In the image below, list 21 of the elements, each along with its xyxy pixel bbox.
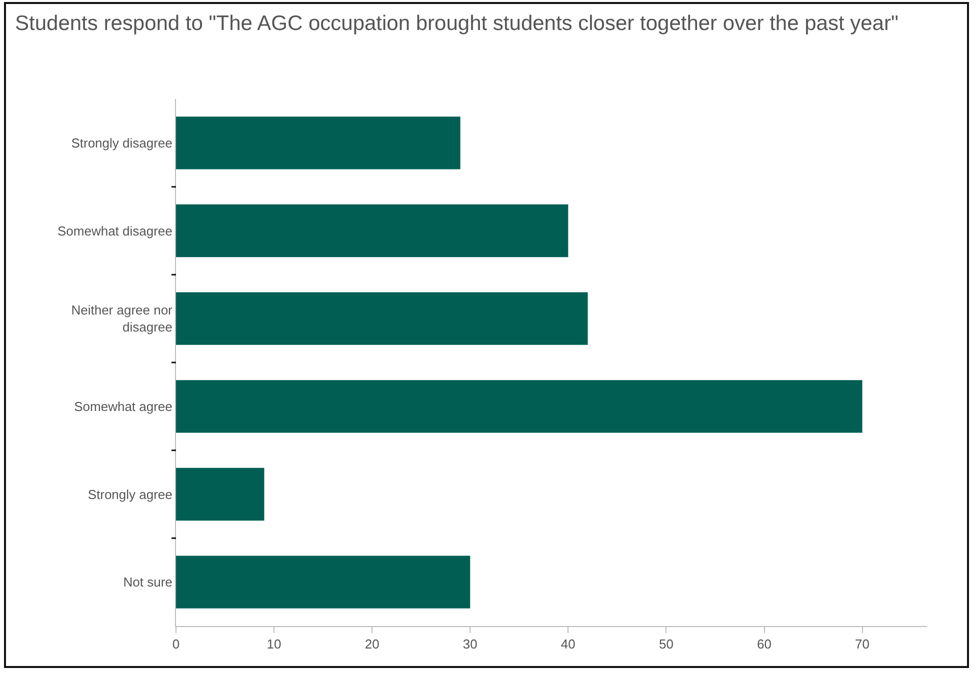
y-tick-label: Strongly disagree (71, 135, 172, 150)
bar (176, 292, 588, 345)
x-tick-label: 60 (757, 636, 772, 652)
x-tick-label: 70 (855, 636, 870, 652)
chart-title: Students respond to "The AGC occupation brought students closer together over the past year" (15, 11, 900, 37)
bar (176, 116, 460, 170)
x-tick-label: 20 (364, 636, 380, 652)
x-tick-label: 30 (462, 636, 478, 652)
x-tick-label: 10 (266, 636, 282, 652)
y-tick-label: Neither agree nor disagree (71, 302, 174, 335)
bar (176, 556, 470, 608)
x-tick-label: 40 (560, 636, 576, 652)
y-tick-label: Somewhat agree (74, 398, 172, 414)
y-tick-label: Strongly agree (88, 486, 172, 502)
bar (176, 380, 862, 433)
bar (176, 204, 568, 258)
bar (176, 468, 264, 521)
x-tick-label: 50 (658, 636, 674, 652)
y-tick-label: Not sure (123, 574, 172, 590)
y-tick-label: Somewhat disagree (57, 223, 172, 238)
x-tick-label: 0 (172, 636, 180, 652)
